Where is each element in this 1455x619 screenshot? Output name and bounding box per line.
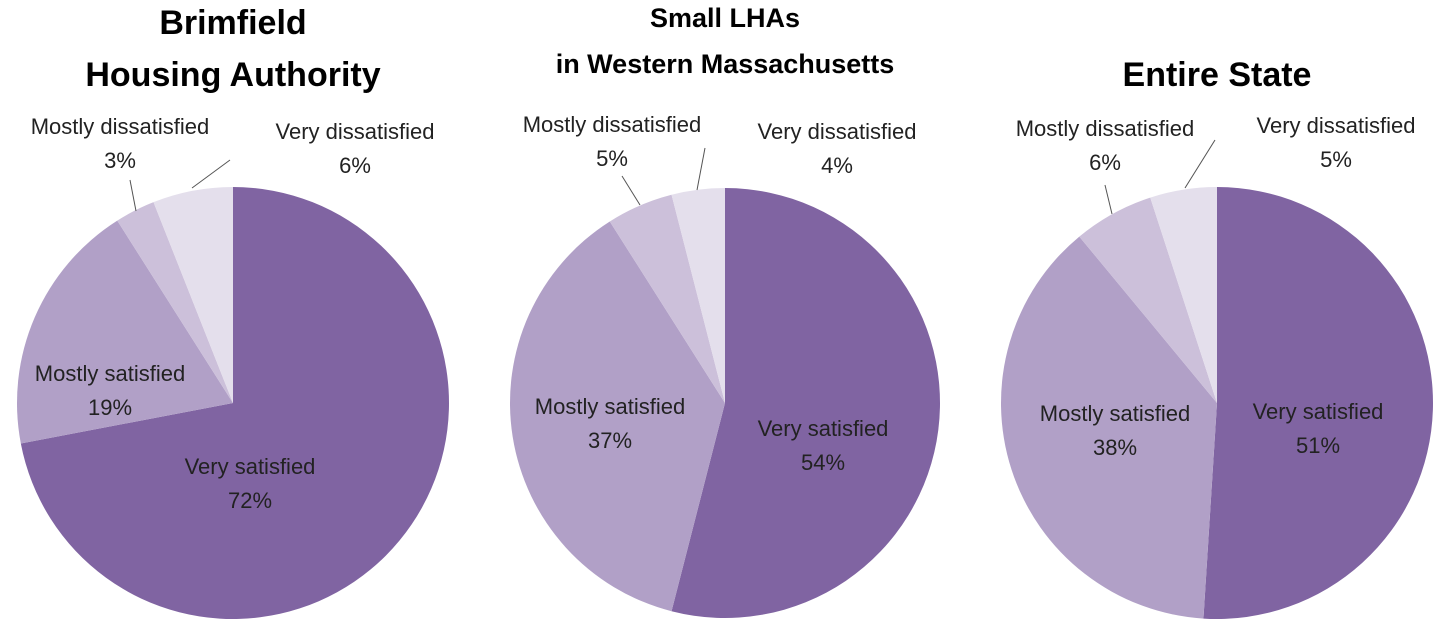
slice-value: 6% bbox=[1089, 150, 1121, 175]
pie-slice bbox=[153, 187, 233, 403]
pie-slice bbox=[1079, 197, 1217, 403]
slice-label: Mostly satisfied bbox=[535, 394, 685, 419]
slice-label: Very dissatisfied bbox=[1257, 113, 1416, 138]
chart-title: in Western Massachusetts bbox=[556, 49, 895, 79]
pie-slice bbox=[671, 188, 725, 403]
slice-label: Very satisfied bbox=[758, 416, 889, 441]
pie-slice bbox=[671, 188, 941, 619]
slice-label: Very satisfied bbox=[1253, 399, 1384, 424]
pie-slice bbox=[117, 202, 233, 403]
slice-label: Mostly dissatisfied bbox=[31, 114, 210, 139]
pie-slice bbox=[1001, 236, 1217, 619]
pie-slice bbox=[1203, 187, 1433, 619]
pie-slice bbox=[510, 221, 725, 612]
slice-label: Mostly satisfied bbox=[35, 361, 185, 386]
slice-value: 72% bbox=[228, 488, 272, 513]
slice-value: 37% bbox=[588, 428, 632, 453]
slice-value: 54% bbox=[801, 450, 845, 475]
pie-slice bbox=[1150, 187, 1217, 403]
slice-value: 51% bbox=[1296, 433, 1340, 458]
chart-title: Housing Authority bbox=[85, 56, 380, 94]
leader-line bbox=[621, 175, 641, 206]
chart-title: Entire State bbox=[1123, 56, 1312, 94]
slice-value: 5% bbox=[1320, 147, 1352, 172]
slice-label: Mostly dissatisfied bbox=[1016, 116, 1195, 141]
slice-value: 38% bbox=[1093, 435, 1137, 460]
slice-value: 5% bbox=[596, 146, 628, 171]
pie-slice bbox=[16, 220, 233, 444]
pie-slice bbox=[20, 187, 449, 619]
chart-title: Brimfield bbox=[159, 4, 306, 42]
pie-slice bbox=[609, 194, 725, 403]
leader-line bbox=[696, 147, 706, 191]
slice-label: Mostly dissatisfied bbox=[523, 112, 702, 137]
slice-label: Very satisfied bbox=[185, 454, 316, 479]
leader-line bbox=[191, 159, 231, 189]
slice-label: Mostly satisfied bbox=[1040, 401, 1190, 426]
slice-label: Very dissatisfied bbox=[276, 119, 435, 144]
leader-line bbox=[129, 179, 137, 212]
slice-value: 4% bbox=[821, 153, 853, 178]
slice-value: 19% bbox=[88, 395, 132, 420]
leader-line bbox=[1104, 184, 1113, 215]
slice-value: 6% bbox=[339, 153, 371, 178]
slice-value: 3% bbox=[104, 148, 136, 173]
slice-label: Very dissatisfied bbox=[758, 119, 917, 144]
chart-title: Small LHAs bbox=[650, 3, 800, 33]
leader-line bbox=[1184, 139, 1216, 189]
